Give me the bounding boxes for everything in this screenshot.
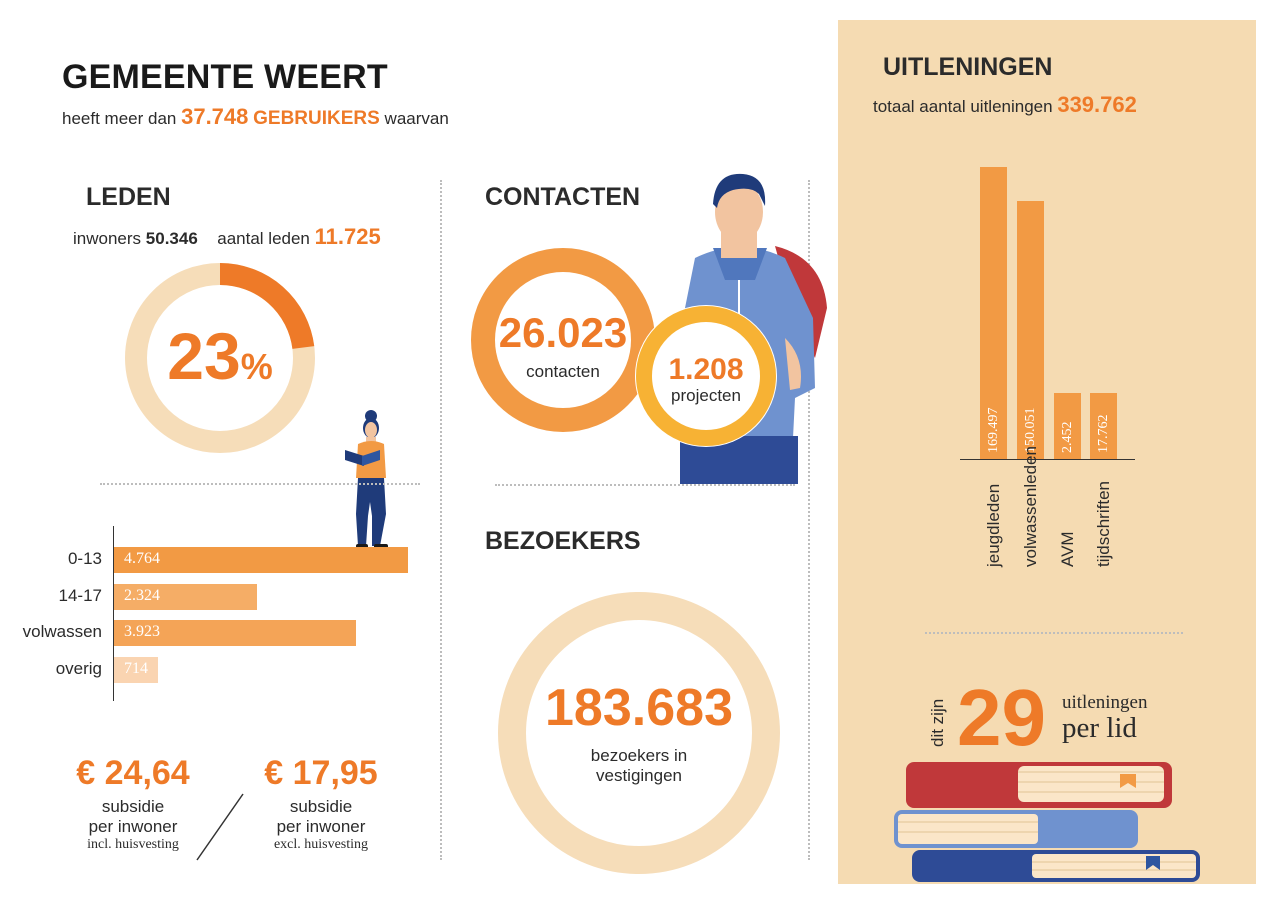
age-bar-chart: 0-13 4.764 14-17 2.324 volwassen 3.923 overig 7… — [0, 0, 408, 701]
uitleningen-bar-chart: 169.497 jeugdleden 150.051 volwassenleden 2.… — [0, 0, 1135, 567]
age-bar: 4.764 — [114, 547, 408, 573]
loan-bar — [1017, 200, 1044, 459]
bezoekers-label-2: vestigingen — [595, 766, 682, 785]
contacten-title: CONTACTEN — [485, 183, 641, 211]
subsidie-excl-line2: per inwoner — [276, 817, 366, 836]
uitleningen-chart-axis — [960, 459, 1135, 460]
uitleningen-total-value: 339.762 — [1057, 92, 1137, 117]
uitleningen-total: totaal aantal uitleningen 339.762 — [873, 92, 1137, 118]
loan-category-label: jeugdleden — [984, 483, 1003, 567]
loan-category-label: volwassenleden — [1021, 446, 1040, 567]
column-divider-left — [440, 180, 442, 860]
contacten-value: 26.023 — [498, 309, 628, 356]
percent-label: 23% — [120, 318, 320, 394]
age-bar-value: 3.923 — [124, 623, 160, 640]
age-bar-value: 2.324 — [124, 586, 160, 604]
leden-title: LEDEN — [86, 183, 171, 211]
projecten-value: 1.208 — [668, 353, 744, 386]
reading-person-illustration — [345, 410, 388, 549]
loan-bar — [1090, 393, 1117, 459]
column-divider-right — [808, 180, 810, 860]
uitleningen-divider — [925, 632, 1183, 634]
per-lid-line2: per lid — [1062, 712, 1137, 744]
per-lid-line1: uitleningen — [1062, 692, 1148, 713]
uitleningen-total-label: totaal aantal uitleningen — [873, 97, 1053, 116]
page-subtitle: heeft meer dan 37.748 GEBRUIKERS waarvan — [62, 104, 449, 130]
per-lid-prefix: dit zijn — [928, 698, 947, 747]
per-lid-value: 29 — [957, 673, 1046, 762]
projecten-center: 1.208 projecten — [634, 354, 778, 406]
loan-bar-value: 2.452 — [1060, 421, 1075, 454]
inwoners-value: 50.346 — [145, 229, 198, 248]
projecten-ring — [635, 305, 777, 447]
loan-bar-value: 17.762 — [1096, 414, 1111, 454]
users-label: GEBRUIKERS — [253, 108, 380, 129]
age-bar-value: 4.764 — [124, 550, 160, 567]
donut-arc — [219, 263, 315, 350]
inwoners-label: inwoners — [73, 229, 142, 248]
percent-value: 23 — [167, 319, 241, 393]
bezoekers-ring — [498, 592, 780, 874]
bezoekers-title: BEZOEKERS — [485, 527, 641, 555]
age-bar: 3.923 — [114, 620, 357, 646]
subsidie-incl-line3: incl. huisvesting — [87, 837, 179, 852]
aantal-leden-value: 11.725 — [314, 224, 381, 249]
subsidie-excl-value: € 17,95 — [264, 754, 378, 792]
contacten-label: contacten — [526, 362, 600, 381]
books-illustration — [894, 762, 1200, 882]
age-bar: 2.324 — [114, 583, 258, 610]
age-bar-value: 714 — [124, 659, 148, 677]
projecten-label: projecten — [671, 386, 741, 405]
bezoekers-center: 183.683 bezoekers in vestigingen — [496, 680, 782, 786]
bezoekers-label-1: bezoekers in — [590, 746, 688, 765]
contacten-divider — [495, 484, 795, 486]
loan-bar — [980, 167, 1007, 459]
age-chart-axis — [113, 526, 114, 701]
subtitle-post: waarvan — [384, 109, 449, 128]
age-category-label: overig — [55, 658, 102, 678]
loan-category-label: AVM — [1058, 531, 1077, 567]
subsidie-excl: € 17,95 subsidie per inwoner excl. huisv… — [236, 754, 406, 853]
bezoekers-value: 183.683 — [545, 679, 733, 737]
subsidie-slash — [196, 793, 244, 861]
contacten-center: 26.023 contacten — [468, 310, 658, 382]
age-category-label: 14-17 — [58, 585, 102, 605]
leden-divider — [100, 483, 420, 485]
users-value: 37.748 — [181, 104, 249, 129]
page-title: GEMEENTE WEERT — [62, 58, 388, 96]
subsidie-incl-value: € 24,64 — [76, 754, 190, 792]
loan-category-label: tijdschriften — [1094, 481, 1113, 567]
age-bar: 714 — [114, 656, 159, 683]
subtitle-pre: heeft meer dan — [62, 109, 177, 128]
subsidie-incl-line1: subsidie — [101, 797, 165, 816]
loan-bar — [1054, 393, 1081, 459]
subsidie-excl-line1: subsidie — [289, 797, 353, 816]
aantal-leden-label: aantal leden — [217, 229, 310, 248]
subsidie-incl: € 24,64 subsidie per inwoner incl. huisv… — [48, 754, 218, 853]
age-category-label: 0-13 — [67, 549, 102, 568]
contacten-ring — [470, 247, 656, 433]
percent-sign: % — [240, 346, 273, 387]
age-category-label: volwassen — [22, 622, 102, 641]
leden-donut — [125, 263, 315, 453]
subsidie-incl-line2: per inwoner — [88, 817, 178, 836]
subsidie-excl-line3: excl. huisvesting — [273, 837, 369, 852]
loan-bar-value: 169.497 — [986, 407, 1001, 454]
leden-stats: inwoners 50.346 aantal leden 11.725 — [73, 224, 381, 250]
uitleningen-title: UITLENINGEN — [883, 53, 1053, 81]
uitleningen-panel — [838, 20, 1256, 884]
